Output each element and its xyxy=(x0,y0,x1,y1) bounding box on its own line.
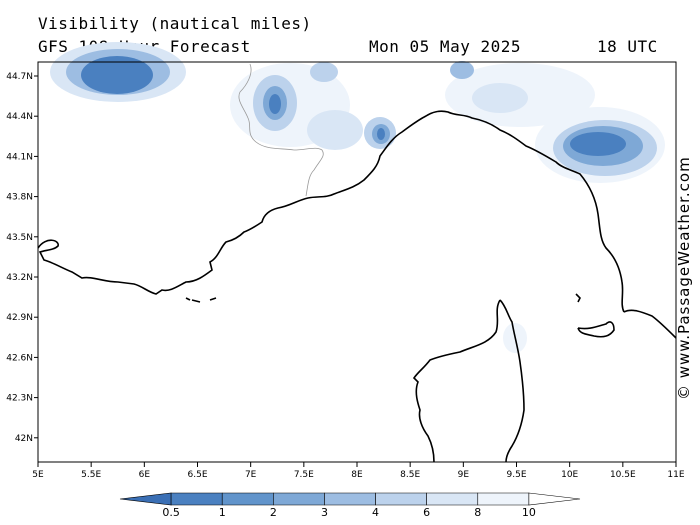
longitude-label: 7E xyxy=(245,470,257,480)
visibility-legend: 0.5 1 2 3 4 6 8 10 xyxy=(119,492,581,519)
legend-label: 2 xyxy=(270,506,277,519)
legend-swatch xyxy=(273,492,325,506)
longitude-label: 5.5E xyxy=(81,470,101,480)
longitude-label: 11E xyxy=(667,470,684,480)
legend-label: 10 xyxy=(522,506,536,519)
variable-title: Visibility (nautical miles) xyxy=(38,14,312,33)
longitude-label: 8E xyxy=(351,470,363,480)
longitude-label: 9.5E xyxy=(507,470,527,480)
legend-label: 1 xyxy=(219,506,226,519)
legend-swatch xyxy=(324,492,376,506)
legend-label: 3 xyxy=(321,506,328,519)
latitude-axis: 44.7N 44.4N 44.1N 43.8N 43.5N 43.2N 42.9N 42.6N… xyxy=(6,72,38,444)
latitude-label: 42.9N xyxy=(6,313,33,323)
latitude-label: 43.8N xyxy=(6,193,33,203)
longitude-label: 8.5E xyxy=(400,470,420,480)
legend-label: 8 xyxy=(474,506,481,519)
legend-swatch xyxy=(375,492,427,506)
longitude-axis: 5E 5.5E 6E 6.5E 7E 7.5E 8E 8.5E 9E 9.5E 10E 10.5E 11… xyxy=(32,462,685,480)
latitude-label: 44.1N xyxy=(6,152,33,162)
legend-swatch xyxy=(426,492,479,506)
legend-swatch xyxy=(221,492,274,506)
longitude-label: 6.5E xyxy=(188,470,208,480)
longitude-label: 5E xyxy=(32,470,44,480)
legend-swatch xyxy=(477,492,530,506)
borders xyxy=(238,63,324,197)
latitude-label: 43.5N xyxy=(6,233,33,243)
latitude-label: 44.7N xyxy=(6,72,33,82)
legend-label: 6 xyxy=(423,506,430,519)
visibility-shading xyxy=(50,42,665,353)
longitude-label: 6E xyxy=(139,470,151,480)
longitude-label: 7.5E xyxy=(294,470,314,480)
latitude-label: 44.4N xyxy=(6,112,33,122)
latitude-label: 42.6N xyxy=(6,353,33,363)
latitude-label: 42N xyxy=(15,434,33,444)
legend-swatch xyxy=(528,492,581,506)
longitude-label: 10.5E xyxy=(610,470,636,480)
latitude-label: 42.3N xyxy=(6,394,33,404)
forecast-date: Mon 05 May 2025 xyxy=(369,37,521,56)
map-area xyxy=(37,42,677,463)
legend-label: 0.5 xyxy=(162,506,180,519)
longitude-label: 10E xyxy=(561,470,578,480)
forecast-time: 18 UTC xyxy=(597,37,658,56)
latitude-label: 43.2N xyxy=(6,273,33,283)
legend-swatch xyxy=(170,492,223,506)
legend-swatch xyxy=(119,492,172,506)
coastline xyxy=(37,110,677,463)
legend-label: 4 xyxy=(372,506,379,519)
longitude-label: 9E xyxy=(458,470,470,480)
